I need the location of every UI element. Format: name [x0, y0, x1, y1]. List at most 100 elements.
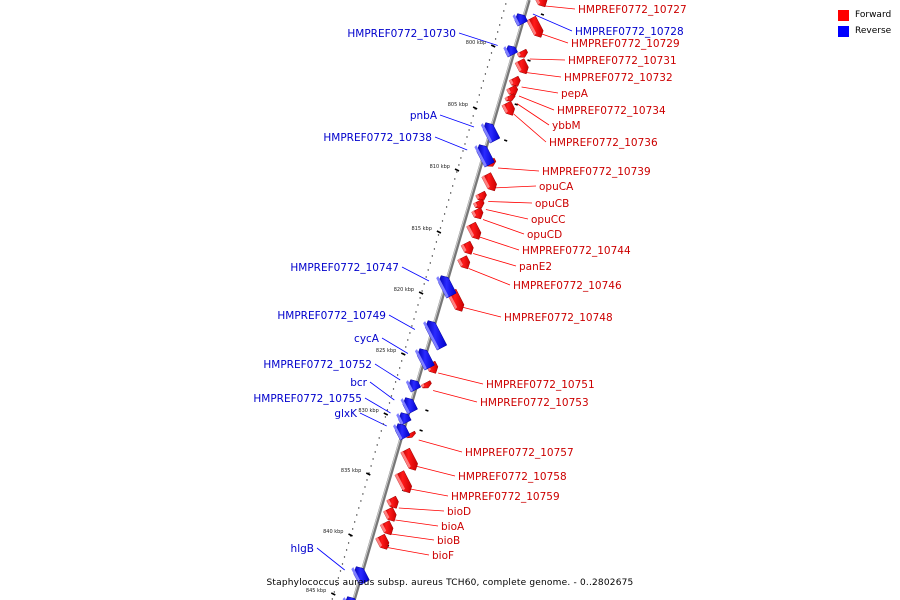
kbp-tick-mark: [348, 533, 353, 537]
gene-label-HMPREF0772_10732[interactable]: HMPREF0772_10732: [564, 72, 673, 84]
leader-line: [518, 95, 555, 111]
chromosome-backbone-highlight: [352, 0, 529, 600]
gene-label-HMPREF0772_10736[interactable]: HMPREF0772_10736: [549, 137, 658, 149]
leader-line: [401, 266, 430, 282]
scale-dot: [441, 220, 444, 222]
scale-dot: [390, 395, 393, 397]
leader-line: [395, 519, 439, 527]
gene-label-cycA[interactable]: cycA: [354, 333, 380, 345]
scale-dot: [335, 584, 338, 586]
gene-shade: [475, 193, 480, 200]
scale-dot: [472, 115, 474, 117]
gene-label-HMPREF0772_10748[interactable]: HMPREF0772_10748: [504, 312, 613, 324]
gene-HMPREF0772_10749[interactable]: [425, 320, 448, 351]
gene-label-HMPREF0772_10751[interactable]: HMPREF0772_10751: [486, 379, 595, 391]
leader-line: [492, 185, 537, 189]
feature-tick: [514, 103, 518, 106]
scale-dot: [499, 24, 501, 26]
gene-cycA[interactable]: [416, 348, 435, 371]
leader-line: [374, 363, 401, 381]
gene-label-HMPREF0772_10757[interactable]: HMPREF0772_10757: [465, 447, 574, 459]
kbp-tick-mark: [330, 592, 336, 596]
gene-label-HMPREF0772_10734[interactable]: HMPREF0772_10734: [557, 105, 666, 117]
gene-label-pnbA[interactable]: pnbA: [410, 110, 438, 122]
scale-dot: [443, 213, 446, 215]
gene-pnbA[interactable]: [482, 122, 501, 144]
gene-label-bioF[interactable]: bioF: [432, 550, 454, 562]
gene-label-HMPREF0772_10728[interactable]: HMPREF0772_10728: [575, 26, 684, 38]
gene-label-HMPREF0772_10744[interactable]: HMPREF0772_10744: [522, 245, 631, 257]
scale-dot: [478, 94, 480, 96]
gene-shade: [342, 597, 347, 600]
gene-label-panE2[interactable]: panE2: [519, 261, 552, 273]
gene-label-HMPREF0772_10746[interactable]: HMPREF0772_10746: [513, 280, 622, 292]
leader-line: [513, 113, 547, 143]
kbp-tick-mark: [490, 44, 496, 48]
scale-dot: [470, 122, 472, 124]
scale-dot: [372, 458, 374, 460]
gene-label-opuCD[interactable]: opuCD: [527, 229, 562, 241]
gene-label-bcr[interactable]: bcr: [350, 377, 367, 389]
gene-shade: [414, 349, 427, 371]
scale-dot: [333, 591, 335, 593]
gene-label-HMPREF0772_10759[interactable]: HMPREF0772_10759: [451, 491, 560, 503]
gene-label-HMPREF0772_10749[interactable]: HMPREF0772_10749: [277, 310, 386, 322]
chromosome-backbone: [352, 0, 531, 600]
gene-shade: [471, 210, 477, 218]
scale-dot: [494, 38, 497, 40]
gene-label-HMPREF0772_10753[interactable]: HMPREF0772_10753: [480, 397, 589, 409]
gene-label-opuCA[interactable]: opuCA: [539, 181, 574, 193]
scale-dot: [445, 206, 448, 208]
scale-dot: [341, 563, 344, 565]
scale-dot: [399, 367, 401, 369]
leader-line: [411, 464, 456, 477]
leader-line: [477, 236, 520, 251]
scale-dot: [388, 402, 391, 404]
feature-tick: [419, 429, 423, 432]
gene-label-HMPREF0772_10727[interactable]: HMPREF0772_10727: [578, 4, 687, 16]
gene-label-HMPREF0772_10738[interactable]: HMPREF0772_10738: [323, 132, 432, 144]
gene-label-HMPREF0772_10755[interactable]: HMPREF0772_10755: [253, 393, 362, 405]
gene-label-opuCC[interactable]: opuCC: [531, 214, 565, 226]
gene-HMPREF0772_10738[interactable]: [476, 144, 495, 168]
gene-label-HMPREF0772_10730[interactable]: HMPREF0772_10730: [347, 28, 456, 40]
gene-shade: [474, 145, 487, 168]
kbp-tick-label: 810 kbp: [430, 164, 450, 170]
gene-label-hlgB[interactable]: hlgB: [291, 543, 314, 555]
gene-label-HMPREF0772_10747[interactable]: HMPREF0772_10747: [290, 262, 399, 274]
gene-label-ybbM[interactable]: ybbM: [552, 120, 581, 132]
gene-label-pepA[interactable]: pepA: [561, 88, 589, 100]
gene-label-glxK[interactable]: glxK: [334, 408, 358, 420]
gene-opuCA[interactable]: [481, 172, 497, 192]
gene-label-opuCB[interactable]: opuCB: [535, 198, 569, 210]
scale-dot: [378, 437, 380, 439]
feature-tick: [527, 59, 531, 62]
feature-tick: [425, 409, 429, 412]
gene-label-HMPREF0772_10729[interactable]: HMPREF0772_10729: [571, 38, 680, 50]
gene-label-bioA[interactable]: bioA: [441, 521, 465, 533]
scale-dot: [486, 66, 489, 68]
gene-HMPREF0772_10747[interactable]: [438, 275, 457, 299]
gene-shade: [396, 413, 404, 426]
gene-label-HMPREF0772_10739[interactable]: HMPREF0772_10739: [542, 166, 651, 178]
feature-tick: [540, 13, 545, 16]
gene-HMPREF0772_10758[interactable]: [400, 447, 418, 471]
gene-shade: [405, 380, 413, 393]
gene-label-HMPREF0772_10731[interactable]: HMPREF0772_10731: [568, 55, 677, 67]
leader-line: [439, 114, 475, 128]
gene-label-bioD[interactable]: bioD: [447, 506, 471, 518]
scale-dot: [503, 10, 505, 12]
gene-HMPREF0772_10727[interactable]: [534, 0, 548, 8]
gene-label-HMPREF0772_10758[interactable]: HMPREF0772_10758: [458, 471, 567, 483]
scale-dot: [452, 185, 454, 187]
gene-label-HMPREF0772_10752[interactable]: HMPREF0772_10752: [263, 359, 372, 371]
scale-dot: [347, 542, 350, 544]
scale-dot: [456, 171, 458, 173]
gene-shade: [421, 383, 425, 388]
gene-partial-reverse[interactable]: [345, 596, 359, 600]
leader-line: [381, 337, 409, 354]
gene-shade: [461, 243, 467, 253]
gene-shade: [473, 201, 478, 208]
scale-dot: [362, 493, 364, 495]
gene-label-bioB[interactable]: bioB: [437, 535, 460, 547]
